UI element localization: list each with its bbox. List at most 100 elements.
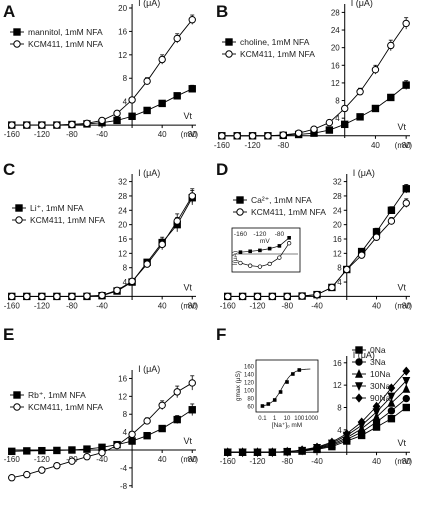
x-tick-label: -40	[96, 301, 108, 310]
y-axis-label: I (μA)	[351, 0, 373, 8]
y-tick-label: 16	[331, 61, 340, 70]
x-tick-label: 40	[372, 301, 381, 310]
panel-d: -160 -120 -80 -40 40 80 4 8 12 16 20 24 28 32 I (μA) Vt…	[220, 168, 413, 310]
data-point	[173, 415, 181, 424]
inset-y-tick-label: 160	[244, 365, 255, 371]
data-point	[143, 417, 151, 425]
y-tick-label: -8	[120, 482, 128, 491]
legend-marker	[355, 393, 363, 403]
inset-point	[285, 380, 289, 384]
x-tick-label: 40	[372, 457, 381, 466]
x-axis-unit: (mV)	[181, 301, 199, 310]
data-point	[372, 233, 381, 241]
x-axis-unit: (mV)	[395, 141, 413, 150]
data-point	[253, 292, 262, 301]
data-point	[328, 283, 336, 292]
y-tick-label: 8	[337, 264, 342, 273]
y-tick-label: 32	[118, 178, 127, 187]
data-point	[343, 265, 351, 274]
legend-label: 3Na	[370, 357, 386, 367]
legend-label: Ca²⁺, 1mM NFA	[251, 195, 312, 205]
panel-label-f: F	[216, 325, 227, 344]
data-point	[158, 401, 166, 409]
inset-x-label: mV	[260, 238, 270, 245]
y-tick-label: 24	[331, 26, 340, 35]
x-tick-label: 80	[188, 455, 197, 464]
legend-marker	[355, 346, 363, 354]
inset-point	[248, 249, 252, 254]
x-tick-label: -120	[34, 301, 51, 310]
y-tick-label: 8	[123, 410, 128, 419]
y-axis-label: I (μA)	[138, 0, 160, 8]
y-tick-label: 12	[118, 51, 127, 60]
data-point	[238, 292, 247, 301]
legend-marker	[355, 368, 363, 378]
series-1	[218, 17, 410, 140]
x-axis-label: Vt	[397, 438, 406, 448]
y-tick-label: 32	[333, 178, 342, 187]
x-tick-label: -160	[214, 141, 231, 150]
y-tick-label: 12	[118, 249, 127, 258]
x-tick-label: -160	[4, 130, 21, 139]
x-tick-label: -160	[4, 301, 21, 310]
data-point	[342, 429, 351, 439]
y-tick-label: 4	[123, 428, 128, 437]
panel-b: -160 -120 -80 40 80 4 8 12 16 20 24 28 I (μA) Vt (mV) c…	[214, 0, 413, 150]
inset-point	[277, 244, 282, 248]
data-point	[143, 431, 151, 440]
inset-point	[238, 260, 243, 266]
x-axis-label: Vt	[183, 282, 192, 292]
data-point	[128, 277, 136, 286]
inset-x-tick-label: 0.1	[258, 416, 267, 422]
data-point	[356, 88, 364, 96]
legend-label: choline, 1mM NFA	[240, 37, 310, 47]
inset-y-label: gmax (μS)	[235, 371, 242, 401]
x-tick-label: -120	[249, 301, 266, 310]
data-point	[8, 292, 16, 301]
data-point	[38, 466, 46, 474]
y-axis-label: I (μA)	[138, 364, 160, 374]
legend-marker	[225, 50, 233, 58]
inset-point	[277, 255, 282, 260]
x-tick-label: -80	[277, 141, 289, 150]
data-point	[402, 384, 411, 393]
data-point	[283, 292, 291, 301]
x-tick-label: 80	[402, 141, 411, 150]
legend-marker	[13, 391, 21, 399]
data-point	[357, 417, 366, 427]
inset-point	[297, 368, 302, 372]
x-axis-label: Vt	[183, 111, 192, 121]
data-point	[238, 447, 247, 457]
inset-y-tick-label: 140	[244, 373, 255, 379]
legend-label: KCM411, 1mM NFA	[28, 402, 103, 412]
legend-label: mannitol, 1mM NFA	[28, 27, 103, 37]
inset-point	[267, 246, 272, 251]
data-point	[387, 93, 395, 102]
data-point	[188, 16, 196, 24]
x-axis-label: Vt	[397, 282, 406, 292]
data-point	[83, 453, 91, 461]
series-0	[8, 403, 196, 456]
data-point	[53, 461, 61, 470]
x-tick-label: 80	[188, 130, 197, 139]
legend-marker	[15, 216, 23, 224]
data-point	[310, 125, 318, 133]
data-point	[173, 92, 181, 100]
legend-marker	[13, 40, 21, 48]
y-tick-label: 4	[123, 278, 128, 287]
data-point	[53, 446, 61, 455]
data-point	[328, 437, 336, 447]
y-tick-label: 16	[118, 374, 127, 383]
x-tick-label: -120	[249, 457, 266, 466]
data-point	[68, 292, 76, 301]
data-point	[268, 447, 277, 457]
x-tick-label: 40	[158, 455, 167, 464]
y-tick-label: 16	[118, 27, 127, 36]
y-tick-label: 12	[331, 79, 340, 88]
inset-point	[258, 248, 262, 253]
inset-d: -160 -120 -80 mV I(μA)	[231, 227, 301, 273]
y-tick-label: 4	[123, 98, 128, 107]
data-point	[279, 131, 287, 139]
data-point	[38, 121, 46, 129]
